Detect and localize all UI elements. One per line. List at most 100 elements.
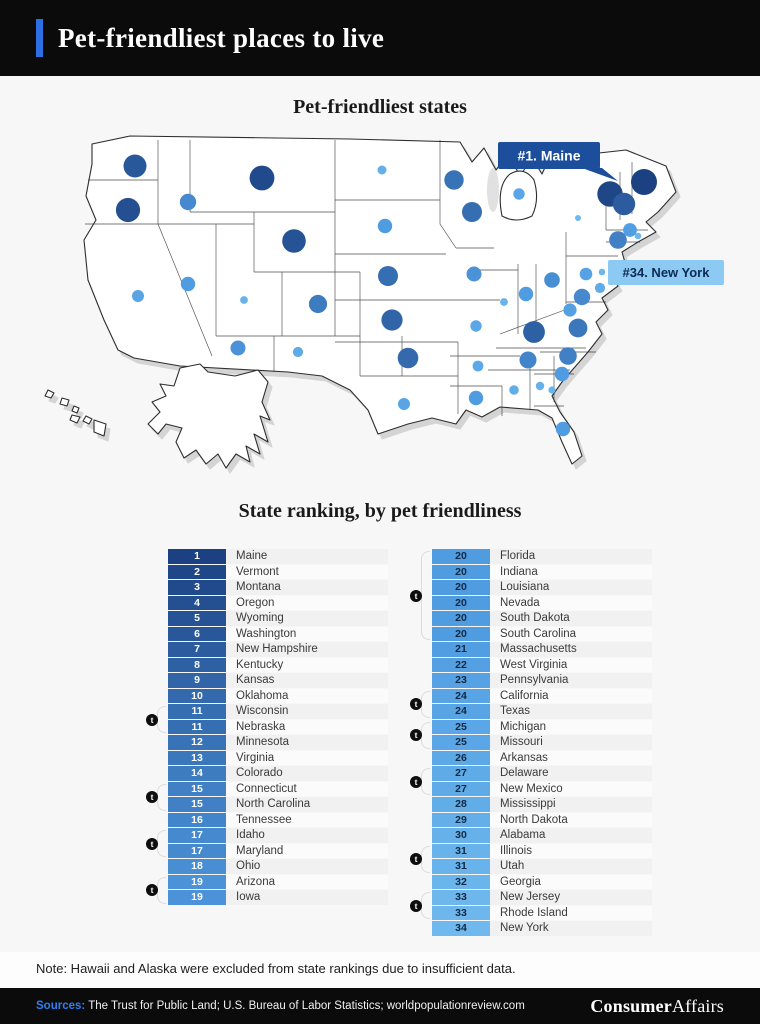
ranking-row: 4 Oregon xyxy=(168,595,388,612)
header: Pet-friendliest places to live xyxy=(0,0,760,76)
ranking-row: 19 Arizona xyxy=(168,874,388,891)
map-dot-california xyxy=(132,290,144,302)
map-dot-wisconsin xyxy=(462,202,482,222)
map-dot-alabama xyxy=(535,381,545,391)
rank-cell: 32 xyxy=(432,874,490,890)
map-dot-north-carolina xyxy=(559,347,577,365)
ranking-row: 33 Rhode Island xyxy=(432,905,652,922)
note-strip xyxy=(0,952,760,988)
state-name-cell: Wisconsin xyxy=(226,704,388,719)
state-name-cell: Florida xyxy=(490,549,652,564)
map-dot-illinois xyxy=(500,298,508,306)
state-name-cell: Kansas xyxy=(226,673,388,688)
ranking-section-title: State ranking, by pet friendliness xyxy=(238,500,522,522)
us-map: #1. Maine #34. New York xyxy=(44,135,724,469)
ranking-row: 34 New York xyxy=(432,921,652,937)
exclusion-note: Note: Hawaii and Alaska were excluded fr… xyxy=(36,961,516,976)
ranking-row: 32 Georgia xyxy=(432,874,652,891)
rank-cell: 18 xyxy=(168,859,226,874)
rank-cell: 26 xyxy=(432,750,490,766)
ranking-row: 33 New Jersey xyxy=(432,890,652,906)
footer: Sources: The Trust for Public Land; U.S.… xyxy=(0,988,760,1024)
rank-cell: 6 xyxy=(168,626,226,642)
tie-icon: t xyxy=(410,899,422,912)
state-name-cell: Missouri xyxy=(490,735,652,750)
us-map-container: #1. Maine #34. New York xyxy=(30,124,730,496)
rank-cell: 4 xyxy=(168,595,226,611)
map-dot-rhode-island xyxy=(634,232,642,240)
rank-cell: 30 xyxy=(432,828,490,843)
map-dot-ohio xyxy=(544,272,560,288)
state-name-cell: Maine xyxy=(226,549,388,564)
callout-new-york-label: #34. New York xyxy=(623,265,711,280)
map-dot-idaho xyxy=(179,193,197,211)
header-accent-bar xyxy=(36,19,43,57)
tie-bracket xyxy=(421,845,430,873)
state-name-cell: Nevada xyxy=(490,595,652,611)
rank-cell: 11 xyxy=(168,704,226,719)
state-name-cell: Pennsylvania xyxy=(490,673,652,688)
rank-cell: 25 xyxy=(432,735,490,750)
state-name-cell: New Hampshire xyxy=(226,642,388,657)
map-dot-south-carolina xyxy=(554,366,570,382)
ranking-column-right: 20 Florida 20 Indiana 20 Louisiana 20 Nevada 20 S… xyxy=(432,549,652,937)
rank-cell: 33 xyxy=(432,890,490,905)
ranking-row: 10 Oklahoma xyxy=(168,688,388,705)
tie-icon: t xyxy=(146,884,158,896)
rank-cell: 20 xyxy=(432,626,490,642)
ranking-row: 25 Missouri xyxy=(432,735,652,751)
ranking-row: 26 Arkansas xyxy=(432,750,652,767)
rank-cell: 2 xyxy=(168,564,226,580)
map-dot-montana xyxy=(249,165,275,191)
map-dot-kentucky xyxy=(523,321,545,343)
tie-bracket xyxy=(421,768,430,795)
map-dot-oklahoma xyxy=(397,347,419,369)
rank-cell: 23 xyxy=(432,673,490,688)
ranking-row: 17 Maryland xyxy=(168,843,388,860)
rank-cell: 3 xyxy=(168,580,226,595)
ranking-row: 2 Vermont xyxy=(168,564,388,581)
rank-cell: 13 xyxy=(168,750,226,766)
map-dot-iowa xyxy=(466,266,482,282)
ranking-row: 30 Alabama xyxy=(432,828,652,844)
state-name-cell: Alabama xyxy=(490,828,652,843)
rank-cell: 15 xyxy=(168,797,226,812)
rank-cell: 8 xyxy=(168,657,226,673)
tie-bracket xyxy=(157,783,166,811)
state-name-cell: Nebraska xyxy=(226,719,388,735)
state-name-cell: Oklahoma xyxy=(226,688,388,704)
map-dot-west-virginia xyxy=(563,303,577,317)
ranking-row: 13 Virginia xyxy=(168,750,388,767)
ranking-row: 11 Wisconsin xyxy=(168,704,388,720)
tie-icon: t xyxy=(410,589,422,602)
ranking-row: 12 Minnesota xyxy=(168,735,388,751)
map-dot-new-york xyxy=(575,215,581,221)
rank-cell: 24 xyxy=(432,688,490,704)
ranking-row: 7 New Hampshire xyxy=(168,642,388,658)
map-dot-arizona xyxy=(230,340,246,356)
rank-cell: 14 xyxy=(168,766,226,781)
state-name-cell: South Carolina xyxy=(490,626,652,642)
tie-icon: t xyxy=(146,713,158,726)
rank-cell: 5 xyxy=(168,611,226,626)
rank-cell: 22 xyxy=(432,657,490,673)
state-name-cell: Kentucky xyxy=(226,657,388,673)
map-dot-connecticut xyxy=(609,231,627,249)
rank-cell: 17 xyxy=(168,828,226,843)
state-name-cell: North Carolina xyxy=(226,797,388,812)
ranking-row: 23 Pennsylvania xyxy=(432,673,652,689)
hawaii-islands xyxy=(44,389,107,437)
tie-bracket xyxy=(157,706,166,733)
tie-icon: t xyxy=(410,853,422,865)
state-name-cell: Arkansas xyxy=(490,750,652,766)
ranking-row: 14 Colorado xyxy=(168,766,388,782)
state-name-cell: Ohio xyxy=(226,859,388,874)
map-dot-michigan xyxy=(513,188,525,200)
ranking-row: 18 Ohio xyxy=(168,859,388,875)
rank-cell: 11 xyxy=(168,719,226,735)
tie-bracket xyxy=(421,892,430,919)
map-dot-new-mexico xyxy=(292,346,304,358)
ranking-row: 27 New Mexico xyxy=(432,781,652,798)
state-name-cell: Washington xyxy=(226,626,388,642)
rank-cell: 17 xyxy=(168,843,226,859)
